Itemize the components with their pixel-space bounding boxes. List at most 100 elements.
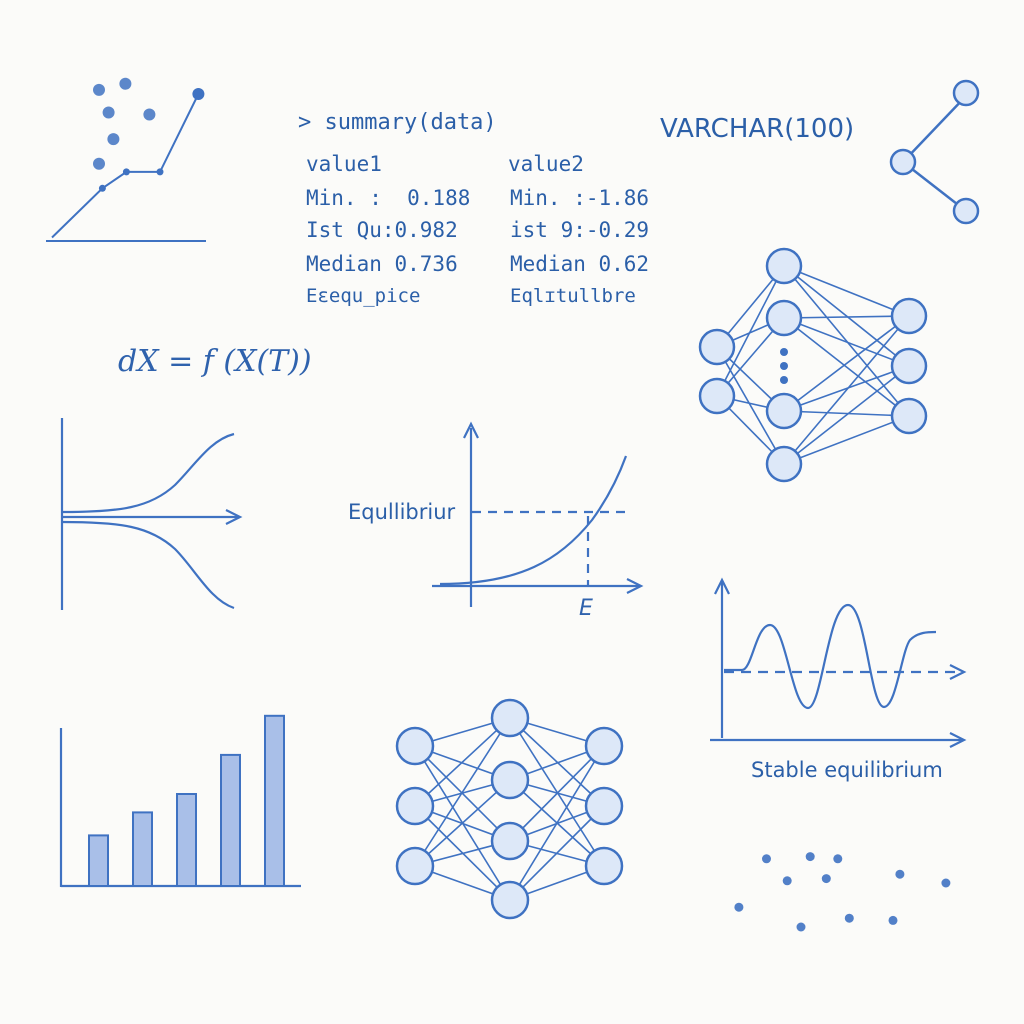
- summary-col1-extra: Eɛequ_pice: [306, 285, 421, 307]
- equilibrium-x-label: E: [579, 596, 593, 621]
- network-edge: [783, 317, 910, 367]
- network-edge: [783, 410, 910, 417]
- trend-line-points: [98, 88, 205, 192]
- trend-point: [98, 184, 106, 192]
- scatter-dot: [782, 876, 792, 886]
- network-node: [890, 347, 928, 385]
- network-node: [698, 377, 736, 415]
- network-node: [395, 786, 435, 826]
- network-edge: [716, 346, 785, 465]
- graph-node: [952, 197, 980, 225]
- bar: [176, 793, 197, 887]
- summary-col2-median: Median 0.62: [510, 252, 650, 276]
- ellipsis-dot: [780, 362, 788, 370]
- bifurcation-diagram: [60, 418, 243, 610]
- summary-col1-median: Median 0.736: [306, 252, 458, 276]
- r-console-prompt: > summary(data): [298, 110, 497, 135]
- network-edges: [414, 717, 605, 901]
- arrow-head: [949, 664, 967, 680]
- network-edge: [783, 265, 910, 317]
- network-node: [584, 846, 624, 886]
- network-node: [395, 846, 435, 886]
- scatter-point: [119, 77, 132, 90]
- network-edges: [716, 265, 910, 465]
- scatter-dot: [888, 915, 898, 925]
- scatter-dot: [833, 854, 843, 864]
- neural-network-bottom: [395, 698, 624, 920]
- neural-network-top: [698, 247, 928, 483]
- equilibrium-chart: [432, 421, 644, 607]
- network-edge: [414, 717, 511, 867]
- ellipsis-dot: [780, 348, 788, 356]
- scatter-point: [102, 106, 115, 119]
- network-edge: [509, 745, 605, 901]
- scatter-dots-bottom: [734, 852, 951, 932]
- scatter-dot: [805, 852, 815, 862]
- arrow-head: [225, 509, 243, 525]
- graph-node: [889, 148, 917, 176]
- equilibrium-curve: [439, 455, 628, 586]
- network-node: [584, 786, 624, 826]
- network-edge: [783, 315, 910, 319]
- network-node: [490, 821, 530, 861]
- network-node: [890, 297, 928, 335]
- bar: [132, 811, 153, 888]
- network-node: [490, 880, 530, 920]
- network-node: [584, 726, 624, 766]
- trend-point: [192, 88, 205, 100]
- graph-edge: [902, 95, 967, 163]
- scatter-trend-chart: [46, 77, 206, 242]
- scatter-points: [93, 77, 156, 170]
- graph-edge: [902, 161, 967, 212]
- small-graph-diagram: [889, 79, 980, 225]
- network-node: [698, 328, 736, 366]
- arrow-head: [463, 421, 479, 439]
- equilibrium-y-label: Equllibriur: [348, 500, 456, 524]
- scatter-point: [107, 133, 120, 146]
- summary-col1-header: value1: [306, 152, 382, 176]
- network-edge: [783, 265, 910, 367]
- sql-type-label: VARCHAR(100): [660, 114, 855, 144]
- bar: [220, 753, 241, 888]
- lower-branch: [61, 520, 235, 610]
- summary-col2-q1: ist 9:-0.29: [510, 218, 650, 242]
- bars: [88, 714, 285, 888]
- upper-branch: [61, 432, 235, 514]
- summary-col2-min: Min. :-1.86: [510, 186, 650, 210]
- scatter-dot: [762, 854, 771, 864]
- bar: [88, 834, 109, 888]
- network-edge: [783, 415, 910, 465]
- summary-col1-q1: Ist Qu:0.982: [306, 218, 458, 242]
- network-edge: [783, 315, 910, 465]
- scatter-dot: [821, 874, 831, 884]
- bar-chart: [59, 714, 301, 888]
- network-edge: [509, 717, 605, 867]
- scatter-point: [143, 108, 156, 121]
- network-edge: [509, 805, 605, 901]
- network-edge: [783, 365, 910, 465]
- summary-col1-min: Min. : 0.188: [306, 186, 471, 210]
- ellipsis-dot: [780, 376, 788, 384]
- summary-col2-extra: Eqlɪtullbre: [510, 285, 636, 307]
- network-edge: [783, 315, 910, 412]
- network-edge: [783, 317, 910, 417]
- network-edge: [783, 265, 910, 417]
- network-node: [765, 392, 803, 430]
- differential-equation: dX = f (X(T)): [118, 344, 312, 379]
- network-edge: [509, 745, 605, 842]
- scatter-dot: [941, 878, 951, 888]
- oscillation-caption: Stable equilibrium: [751, 758, 943, 782]
- trend-point: [156, 168, 164, 176]
- network-edge: [783, 365, 910, 412]
- network-node: [490, 698, 530, 738]
- scatter-dot: [895, 869, 905, 879]
- bar: [264, 714, 285, 887]
- arrow-head: [949, 732, 967, 748]
- scatter-dot: [734, 902, 744, 912]
- summary-col2-header: value2: [508, 152, 584, 176]
- network-node: [765, 247, 803, 285]
- scatter-dot: [844, 913, 854, 923]
- network-node: [890, 397, 928, 435]
- arrow-head: [714, 577, 730, 595]
